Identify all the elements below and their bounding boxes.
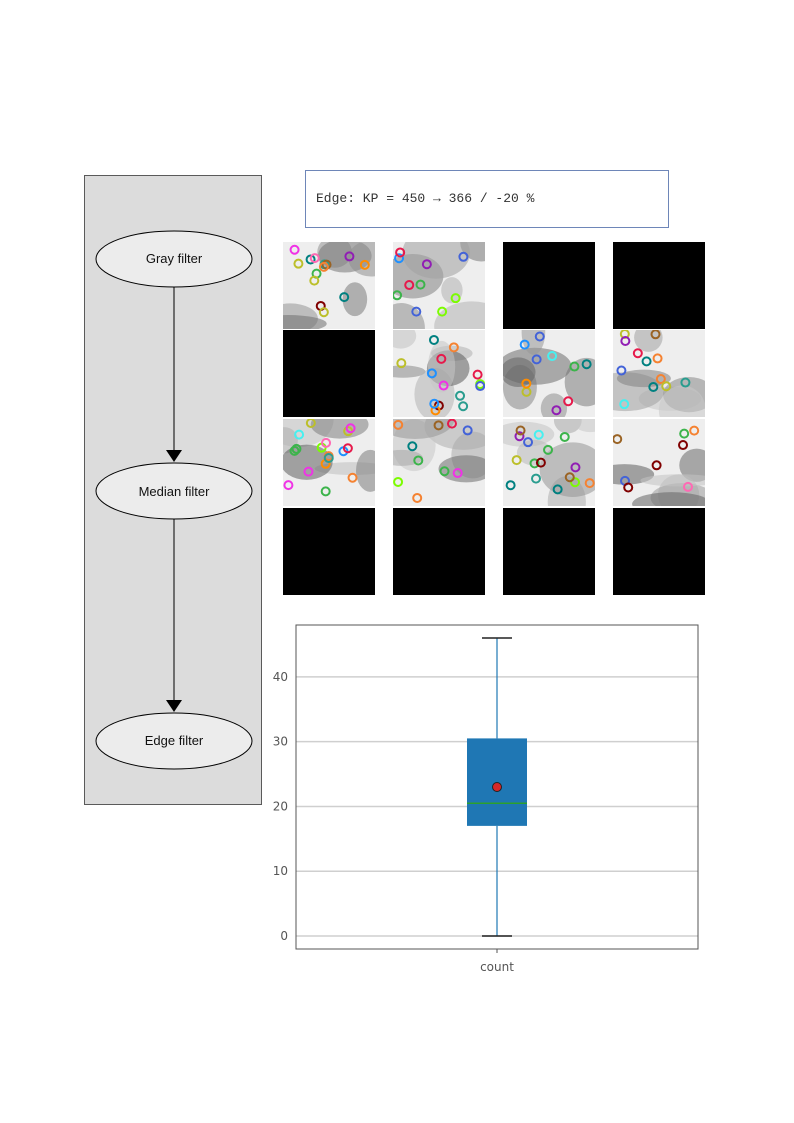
image-tile xyxy=(613,419,705,506)
mean-marker xyxy=(492,782,502,792)
node-median-filter: Median filter xyxy=(95,462,253,520)
keypoint-summary-text: Edge: KP = 450 → 366 / -20 % xyxy=(316,191,535,206)
y-tick-label: 0 xyxy=(280,929,288,943)
node-gray-filter-label: Gray filter xyxy=(146,251,203,266)
image-tile xyxy=(613,330,705,417)
node-median-filter-label: Median filter xyxy=(139,484,210,499)
blank-tile xyxy=(393,508,485,595)
box-plot-chart: 0 10 20 30 40 count xyxy=(273,624,699,974)
x-tick-label: count xyxy=(480,960,514,974)
blank-tile xyxy=(503,508,595,595)
image-tile xyxy=(283,242,375,329)
node-gray-filter: Gray filter xyxy=(95,230,253,288)
y-tick-label: 40 xyxy=(273,670,288,684)
image-tiles-grid xyxy=(283,242,705,595)
blank-tile xyxy=(283,330,375,417)
image-tile xyxy=(503,330,595,417)
blank-tile xyxy=(613,242,705,329)
image-tile xyxy=(393,242,485,329)
blank-tile xyxy=(613,508,705,595)
y-tick-label: 30 xyxy=(273,735,288,749)
blank-tile xyxy=(283,508,375,595)
blank-tile xyxy=(503,242,595,329)
pipeline-diagram: Gray filter Median filter Edge filter xyxy=(95,230,253,770)
node-edge-filter: Edge filter xyxy=(95,712,253,770)
y-tick-label: 20 xyxy=(273,799,288,813)
y-tick-label: 10 xyxy=(273,864,288,878)
image-tile xyxy=(283,419,375,506)
image-tile xyxy=(393,419,485,506)
node-edge-filter-label: Edge filter xyxy=(145,733,204,748)
image-tile xyxy=(393,330,485,417)
keypoint-summary-box: Edge: KP = 450 → 366 / -20 % xyxy=(305,170,669,228)
pipeline-panel: Gray filter Median filter Edge filter xyxy=(84,175,262,805)
image-tile xyxy=(503,419,595,506)
